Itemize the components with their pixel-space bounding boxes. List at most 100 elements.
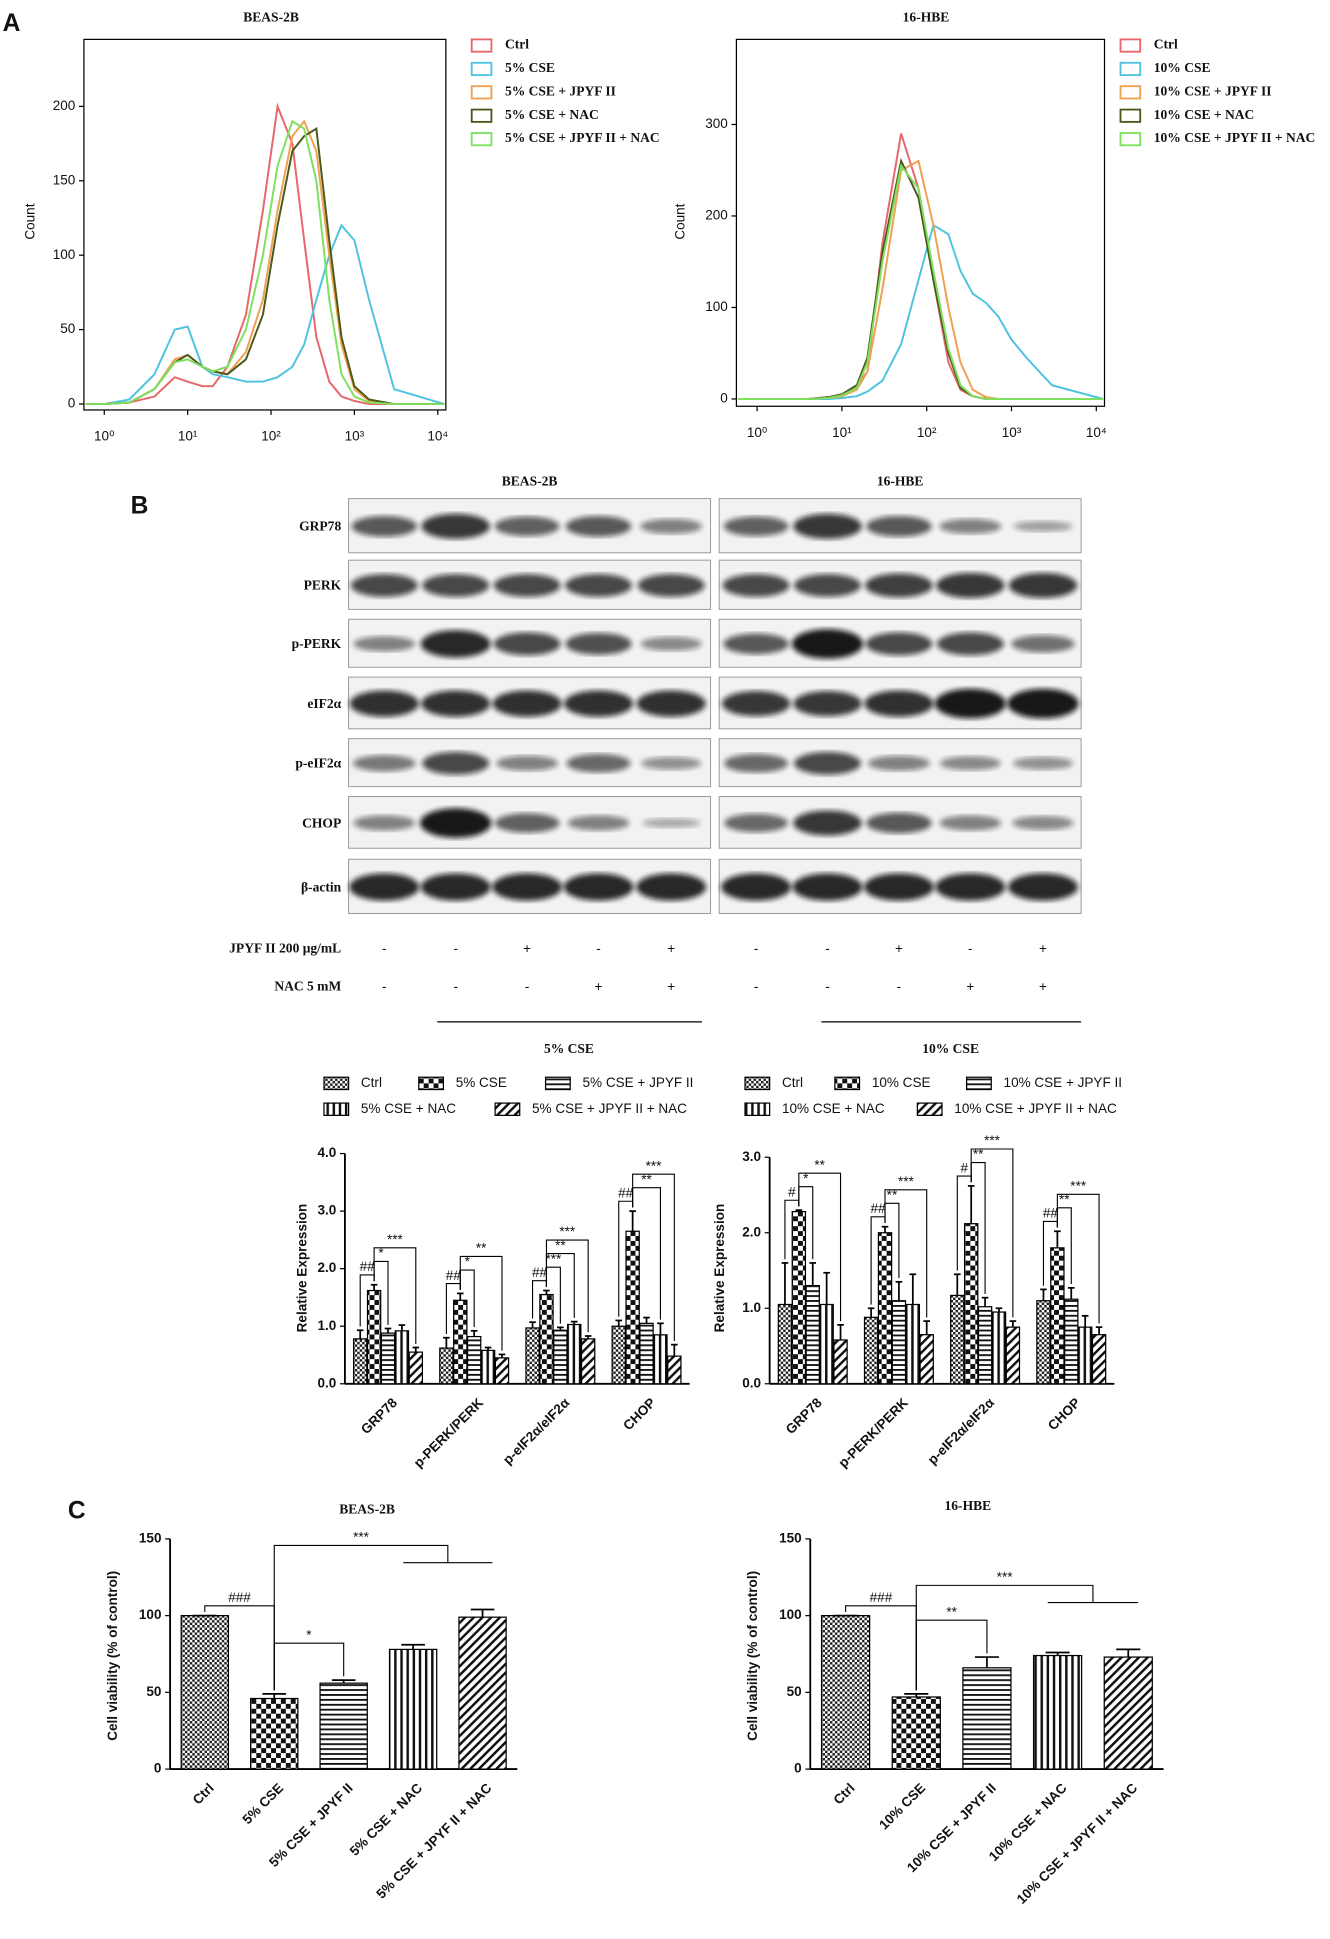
treatment-sign: + — [595, 979, 603, 994]
legend-swatch — [494, 1102, 521, 1117]
plot-frame — [735, 38, 1106, 407]
x-tick-label: 10⁴ — [1086, 425, 1107, 440]
legend-label: Ctrl — [361, 1075, 382, 1090]
blot-band — [566, 754, 631, 773]
blot-band — [350, 573, 418, 597]
legend-swatch — [323, 1076, 350, 1091]
blot-band — [863, 873, 934, 901]
error-bar — [629, 1210, 636, 1232]
y-tick-label: 0 — [68, 396, 76, 411]
blot-band — [353, 636, 416, 652]
error-bar — [443, 1336, 450, 1349]
bar — [250, 1697, 299, 1770]
group-label: 10% CSE — [922, 1041, 979, 1056]
significance-label: *** — [353, 1530, 370, 1545]
blot-band — [636, 690, 706, 717]
blot-band — [723, 633, 789, 655]
chart: 16-HBE Count 0 100 200 300 10⁰ 10¹ 10² 10³ 10⁴ Ctrl… — [673, 10, 1316, 440]
significance-label: *** — [984, 1133, 1001, 1148]
significance-label: *** — [559, 1224, 576, 1239]
legend-swatch — [966, 1076, 992, 1091]
x-tick-label: p-PERK/PERK — [411, 1395, 487, 1471]
treatment-sign: - — [754, 941, 759, 956]
treatment-sign: + — [1039, 941, 1047, 956]
protein-label: β-actin — [301, 879, 342, 894]
protein-label: p-eIF2α — [295, 756, 341, 771]
bar — [1036, 1300, 1051, 1385]
panel-label: B — [131, 493, 149, 520]
treatment-sign: + — [1039, 979, 1047, 994]
significance-label: ## — [618, 1185, 634, 1200]
panel-label: A — [3, 10, 21, 37]
legend-swatch — [323, 1102, 350, 1117]
error-bar — [881, 1225, 889, 1233]
y-tick-label: 150 — [53, 172, 76, 187]
blot-band — [1012, 756, 1074, 770]
treatment-sign: - — [525, 979, 530, 994]
y-axis-label: Count — [673, 203, 688, 239]
legend-label: 10% CSE + JPYF II + NAC — [954, 1101, 1117, 1116]
blot-band — [866, 515, 932, 537]
blot-band — [939, 518, 1002, 534]
blot-band — [865, 573, 933, 598]
bar — [653, 1334, 668, 1385]
y-axis-label: Relative Expression — [712, 1204, 727, 1333]
y-tick-label: 50 — [146, 1684, 161, 1699]
significance-label: * — [465, 1254, 471, 1269]
legend-swatch — [418, 1076, 445, 1091]
significance-label: *** — [997, 1570, 1014, 1585]
y-tick-label: 200 — [53, 98, 76, 113]
legend-label: 5% CSE + JPYF II — [583, 1075, 694, 1090]
significance-bracket — [1056, 1193, 1100, 1324]
legend-label: 10% CSE + JPYF II — [1004, 1075, 1122, 1090]
legend-swatch — [544, 1076, 571, 1091]
significance-label: ## — [446, 1268, 462, 1283]
blot-band — [724, 813, 789, 833]
x-tick-label: CHOP — [620, 1395, 658, 1433]
significance-label: *** — [545, 1251, 562, 1266]
bar — [439, 1347, 454, 1385]
significance-label: *** — [1070, 1179, 1087, 1194]
blot-band — [640, 636, 702, 651]
x-tick-label: 10³ — [345, 429, 365, 444]
x-tick-label: 5% CSE + JPYF II + NAC — [373, 1780, 494, 1901]
y-tick-label: 3.0 — [742, 1149, 761, 1164]
chart-title: 16-HBE — [945, 1498, 992, 1513]
legend-label: 5% CSE + NAC — [505, 107, 599, 122]
x-tick-label: 10% CSE + JPYF II + NAC — [1014, 1780, 1141, 1907]
treatment-sign: - — [596, 941, 601, 956]
error-bar — [412, 1346, 420, 1353]
significance-label: ## — [360, 1259, 376, 1274]
treatment-sign: + — [523, 941, 531, 956]
bar — [977, 1306, 993, 1385]
y-tick-label: 50 — [60, 321, 75, 336]
error-bar — [909, 1273, 917, 1305]
bar — [905, 1303, 921, 1385]
blot-band — [493, 573, 561, 597]
x-tick-label: 5% CSE — [240, 1780, 287, 1827]
blot-title: BEAS-2B — [502, 474, 558, 489]
significance-label: ** — [973, 1147, 984, 1162]
legend-label: 10% CSE + JPYF II — [1154, 83, 1272, 98]
blot-band — [935, 873, 1006, 901]
blot-band — [723, 516, 789, 537]
protein-label: p-PERK — [292, 636, 342, 651]
significance-label: *** — [646, 1158, 663, 1173]
legend-label: 5% CSE + NAC — [361, 1101, 456, 1116]
x-tick-label: 5% CSE + NAC — [347, 1780, 426, 1859]
blot-band — [724, 754, 789, 773]
blot-band — [421, 690, 491, 717]
blot-band — [793, 691, 862, 717]
significance-label: * — [803, 1171, 809, 1186]
legend-swatch — [470, 85, 493, 100]
error-bar — [809, 1262, 817, 1286]
blot-band — [567, 815, 630, 831]
blot-band — [936, 572, 1005, 598]
significance-bracket — [373, 1247, 417, 1344]
bar — [366, 1289, 382, 1385]
significance-label: ## — [1043, 1206, 1059, 1221]
chart: Relative Expression 0.0 1.0 2.0 3.0 4.0 GRP78 p… — [295, 1075, 694, 1471]
chart: BEAS-2B Cell viability (% of control) 0 50 1… — [105, 1502, 518, 1902]
significance-label: ## — [871, 1201, 887, 1216]
treatment-sign: - — [897, 979, 902, 994]
